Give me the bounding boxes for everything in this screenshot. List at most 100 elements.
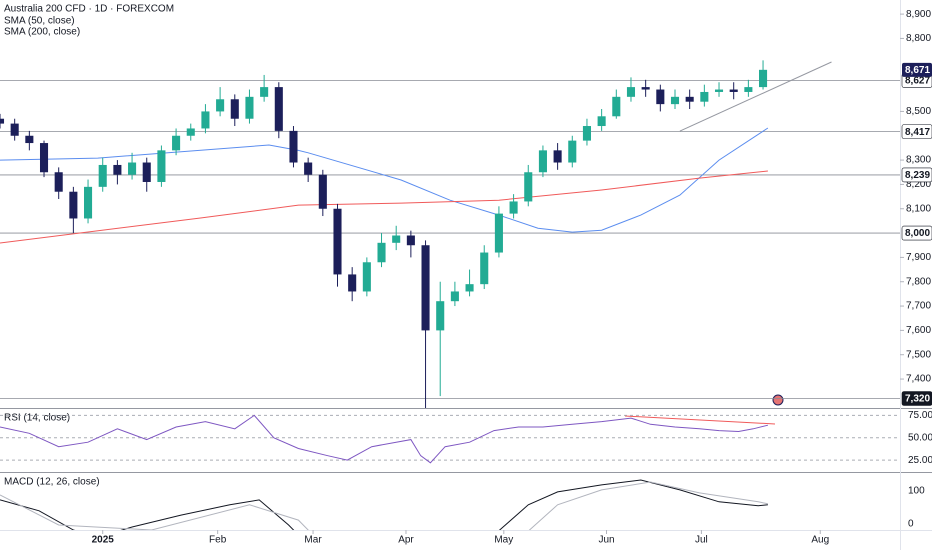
candle-body [245, 96, 254, 119]
level-label-box [901, 167, 932, 183]
rsi-line [0, 414, 769, 464]
x-tick-label: Apr [398, 535, 414, 546]
level-label-box [901, 225, 932, 241]
candle-body [362, 262, 371, 292]
y-tick-label: 7,700 [906, 301, 931, 312]
candle-body [348, 274, 357, 292]
candle-body [142, 162, 151, 182]
level-label: 8,000 [905, 228, 930, 239]
candle-body [553, 150, 562, 163]
level-label: 7,320 [905, 394, 930, 405]
candle-body [333, 208, 342, 275]
x-tick-label: Jul [695, 535, 708, 546]
macd-line [0, 481, 769, 530]
y-tick-label: 7,900 [906, 252, 931, 263]
plot-area [0, 60, 900, 408]
y-tick-label: 7,600 [906, 325, 931, 336]
x-tick-label: Aug [811, 535, 829, 546]
last-price-box [902, 62, 932, 77]
y-tick-label: 8,200 [906, 179, 931, 190]
last-price-label: 8,671 [905, 65, 930, 76]
candle-body [230, 99, 239, 119]
y-tick-label: 8,900 [906, 9, 931, 20]
y-tick-label: 25.00 [908, 455, 932, 466]
y-tick-label: 50.00 [908, 432, 932, 443]
candle-body [612, 96, 621, 117]
candle-body [538, 150, 547, 173]
candle-body [685, 96, 694, 102]
y-tick-label: 8,100 [906, 203, 931, 214]
y-tick-label: 7,500 [906, 349, 931, 360]
candle-body [128, 162, 137, 175]
candle-body [84, 186, 93, 219]
rsi-drawing [624, 415, 776, 425]
y-tick-label: 100 [908, 486, 925, 497]
x-tick-label: Feb [209, 535, 227, 546]
x-tick-label: Mar [304, 535, 322, 546]
rsi-title: RSI (14, close) [4, 413, 70, 424]
level-label: 8,417 [905, 127, 930, 138]
candle-body [113, 164, 122, 175]
candle-body [10, 123, 19, 136]
x-tick-label: May [494, 535, 513, 546]
candle-body [274, 87, 283, 131]
candle-body [582, 126, 591, 141]
candle-body [172, 135, 181, 151]
candle-body [656, 89, 665, 105]
y-tick-label: 7,800 [906, 276, 931, 287]
level-label: 8,627 [905, 76, 930, 87]
candle-body [700, 91, 709, 102]
candle-body [157, 150, 166, 182]
candle-body [626, 87, 636, 97]
y-tick-label: 75.00 [908, 410, 932, 421]
y-tick-label: 8,800 [906, 33, 931, 44]
candle-body [392, 235, 401, 243]
candle-body [509, 201, 518, 214]
x-tick-label: Jun [598, 535, 614, 546]
candle-body [318, 174, 327, 209]
level-label-box [901, 124, 932, 139]
candle-body [0, 118, 5, 124]
plot-area [0, 414, 900, 464]
candle-body [289, 130, 298, 163]
candle-body [670, 96, 680, 105]
candle-body [465, 284, 474, 292]
candle-body [406, 235, 415, 246]
candle-body [524, 172, 533, 202]
candle-body [759, 69, 768, 88]
candle-body [436, 301, 445, 331]
candle-body [421, 245, 430, 331]
x-tick-label: 2025 [92, 535, 115, 546]
y-tick-label: 8,500 [906, 106, 931, 117]
candle-body [494, 213, 503, 253]
sma-line [0, 170, 768, 244]
level-label: 8,239 [905, 170, 930, 181]
candle-body [69, 191, 78, 219]
candle-body [304, 162, 313, 175]
candle-body [54, 172, 63, 192]
candle-body [201, 111, 210, 129]
level-label-box [901, 391, 932, 406]
event-icon [772, 394, 784, 406]
candle-body [641, 87, 650, 90]
candle-body [39, 143, 49, 173]
chart-title: Australia 200 CFD · 1D · FOREXCOM [4, 4, 174, 15]
macd-title: MACD (12, 26, close) [4, 477, 100, 488]
candle-body [714, 89, 724, 92]
candle-body [377, 242, 386, 263]
candle-body [260, 87, 269, 97]
candle-body [480, 252, 489, 285]
candle-body [98, 164, 107, 187]
y-tick-label: 0 [908, 519, 914, 530]
y-tick-label: 8,300 [906, 155, 931, 166]
y-tick-label: 7,400 [906, 374, 931, 385]
candle-body [450, 291, 459, 302]
candle-body [186, 128, 195, 136]
macd-line [0, 479, 768, 530]
candle-body [729, 89, 738, 92]
plot-area [0, 479, 769, 530]
trendline [679, 61, 832, 132]
candle-body [568, 140, 577, 163]
